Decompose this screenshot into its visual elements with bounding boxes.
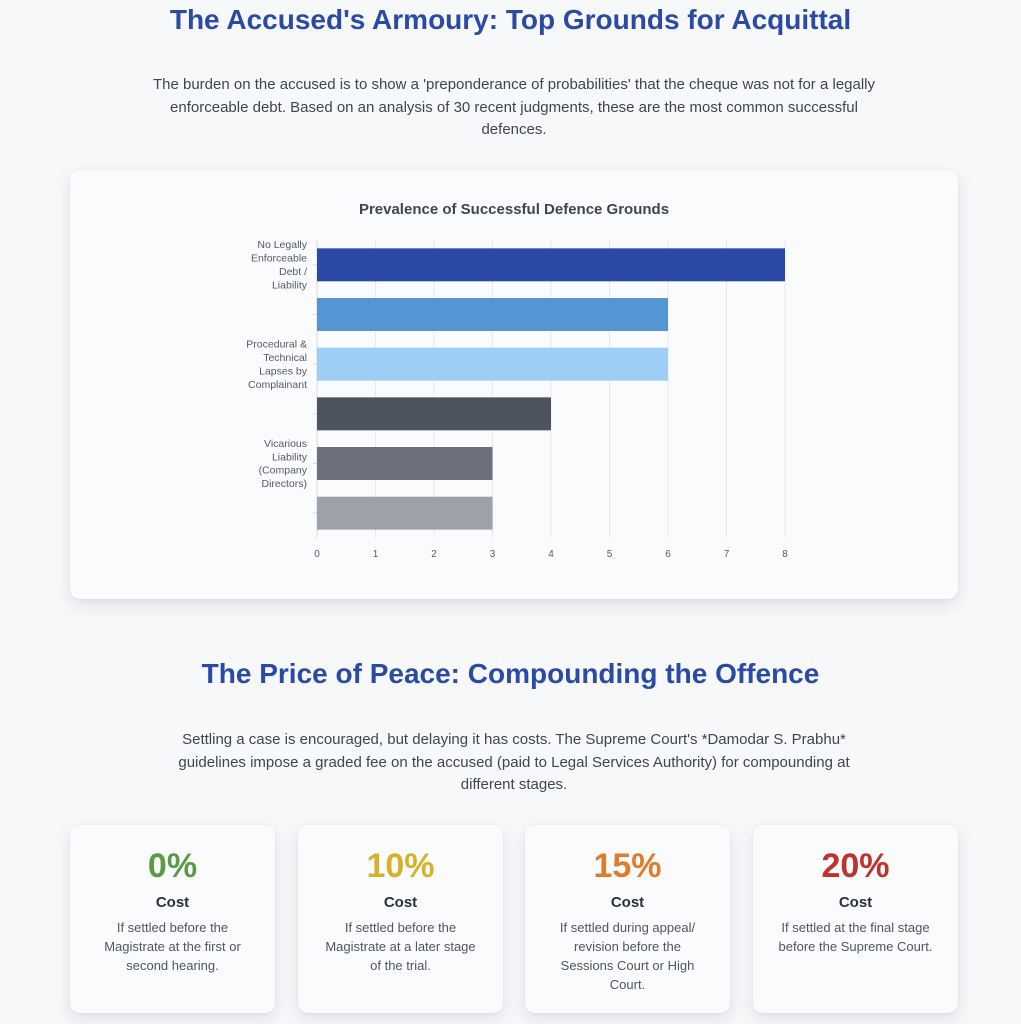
stat-card-later-stage: 10% Cost If settled before the Magistrat… — [298, 825, 503, 1013]
stat-card-appeal-revision: 15% Cost If settled during appeal/ revis… — [525, 825, 730, 1013]
stat-description: If settled during appeal/ revision befor… — [559, 920, 696, 992]
defence-chart-card: Prevalence of Successful Defence Grounds… — [70, 170, 958, 599]
defences-intro-text: The burden on the accused is to show a '… — [152, 76, 876, 138]
stat-value: 20% — [821, 847, 890, 885]
bar — [317, 248, 785, 282]
x-tick-label: 0 — [314, 549, 320, 560]
y-category-label: Procedural & Technical Lapses by Complainan… — [246, 339, 307, 391]
stat-label: Cost — [383, 894, 418, 911]
bar — [317, 397, 551, 431]
stat-value: 10% — [366, 847, 435, 885]
stat-card-first-hearing: 0% Cost If settled before the Magistrate… — [70, 825, 275, 1013]
chart-title: Prevalence of Successful Defence Grounds — [359, 201, 669, 218]
stat-label: Cost — [610, 894, 645, 911]
stat-value: 15% — [593, 847, 662, 885]
y-category-label: Vicarious Liability (Company Directors) — [259, 438, 308, 490]
x-tick-label: 6 — [665, 549, 671, 560]
stat-card-supreme-court: 20% Cost If settled at the final stage b… — [753, 825, 958, 1013]
bar — [317, 347, 668, 381]
x-tick-label: 5 — [607, 549, 613, 560]
stat-value: 0% — [147, 847, 198, 885]
stat-description: If settled before the Magistrate at the … — [104, 920, 241, 973]
x-tick-label: 3 — [490, 549, 496, 560]
y-category-label: No Legally Enforceable Debt / Liability — [251, 239, 308, 291]
defence-bar-chart: Prevalence of Successful Defence Grounds… — [246, 201, 788, 560]
x-tick-label: 4 — [548, 549, 554, 560]
bar — [317, 298, 668, 331]
stat-description: If settled before the Magistrate at a la… — [325, 920, 476, 973]
stat-description: If settled at the final stage before the… — [778, 920, 933, 954]
section-title-compounding: The Price of Peace: Compounding the Offe… — [201, 658, 820, 689]
x-tick-label: 8 — [782, 549, 788, 560]
section-title-defences: The Accused's Armoury: Top Grounds for A… — [169, 4, 852, 35]
x-tick-label: 1 — [373, 549, 379, 560]
stat-label: Cost — [838, 894, 873, 911]
x-tick-label: 2 — [431, 549, 437, 560]
stat-label: Cost — [155, 894, 190, 911]
compounding-intro-text: Settling a case is encouraged, but delay… — [178, 731, 850, 793]
x-tick-label: 7 — [724, 549, 730, 560]
bar — [317, 496, 493, 530]
bar — [317, 447, 493, 480]
